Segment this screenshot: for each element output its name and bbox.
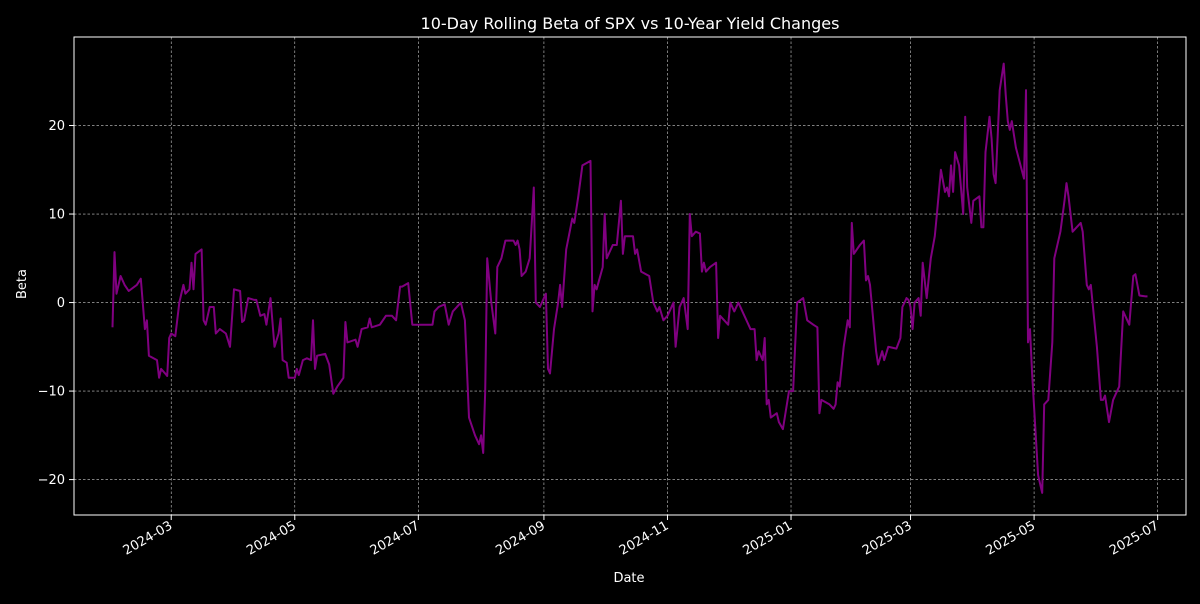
grid-lines [74, 37, 1186, 515]
data-series [111, 62, 1148, 494]
y-tick-label: 0 [57, 296, 65, 311]
y-tick-label: −20 [38, 473, 65, 488]
chart-title: 10-Day Rolling Beta of SPX vs 10-Year Yi… [421, 14, 840, 33]
y-tick-label: 10 [48, 208, 65, 223]
y-tick-label: −10 [38, 385, 65, 400]
y-tick-label: 20 [48, 119, 65, 134]
series-line-beta [111, 62, 1148, 494]
plot-frame [73, 36, 1187, 516]
y-axis-label: Beta [15, 269, 30, 299]
x-axis-label: Date [613, 571, 644, 586]
